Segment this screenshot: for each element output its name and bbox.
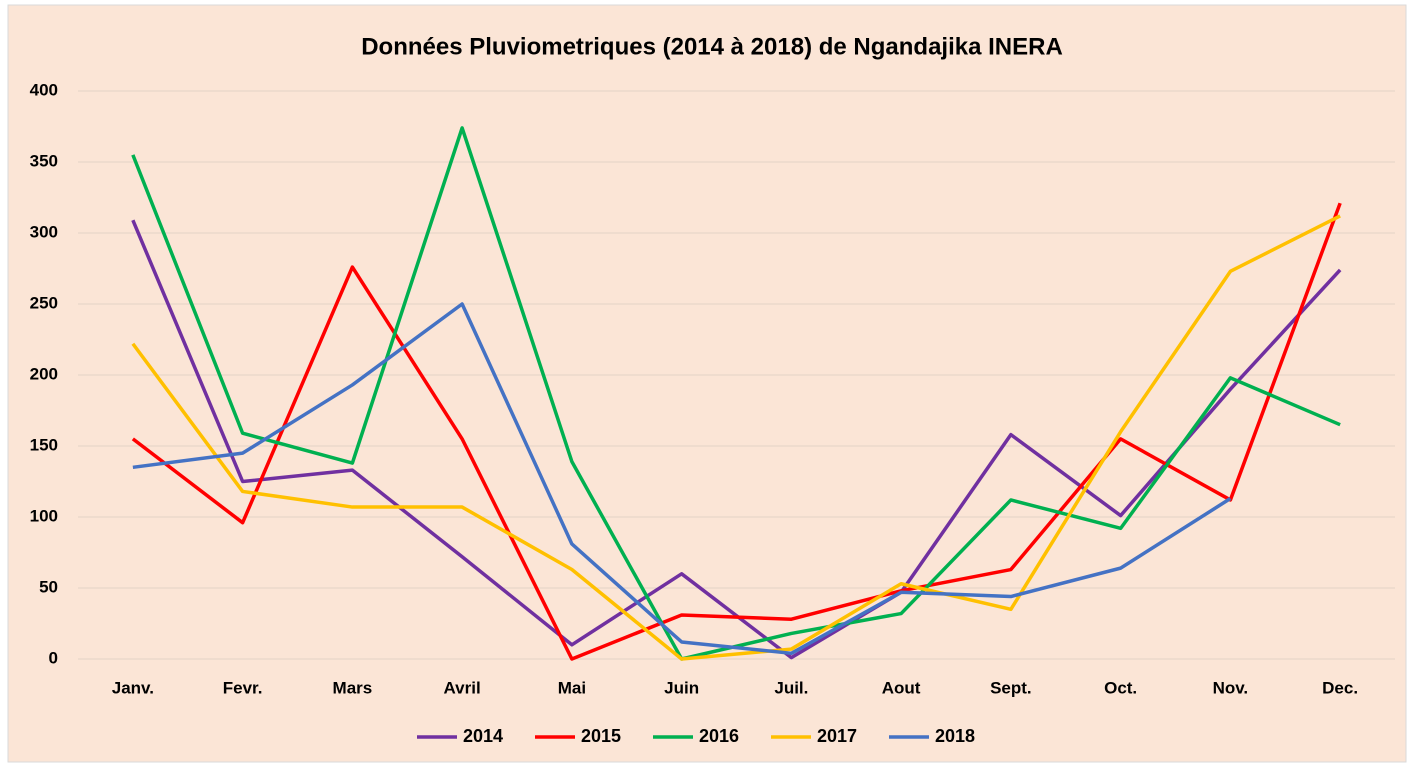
y-tick-label: 300 xyxy=(30,222,58,241)
series-line xyxy=(132,302,1232,656)
x-tick-label: Janv. xyxy=(112,678,154,697)
x-tick-label: Juil. xyxy=(774,678,808,697)
x-tick-label: Mai xyxy=(558,678,586,697)
legend-label: 2018 xyxy=(935,726,975,746)
x-tick-label: Avril xyxy=(444,678,481,697)
x-tick-label: Mars xyxy=(333,678,373,697)
legend-label: 2015 xyxy=(581,726,621,746)
x-tick-label: Sept. xyxy=(990,678,1032,697)
y-tick-label: 0 xyxy=(49,648,58,667)
x-tick-label: Juin xyxy=(664,678,699,697)
y-tick-label: 250 xyxy=(30,293,58,312)
chart-background xyxy=(7,4,1407,763)
x-tick-label: Dec. xyxy=(1322,678,1358,697)
x-tick-label: Fevr. xyxy=(223,678,263,697)
legend-label: 2017 xyxy=(817,726,857,746)
y-tick-label: 200 xyxy=(30,364,58,383)
x-tick-label: Aout xyxy=(882,678,921,697)
x-tick-label: Nov. xyxy=(1213,678,1249,697)
legend-label: 2016 xyxy=(699,726,739,746)
legend-label: 2014 xyxy=(463,726,503,746)
y-tick-label: 50 xyxy=(39,577,58,596)
series-line xyxy=(131,202,1342,661)
chart-title: Données Pluviometriques (2014 à 2018) de… xyxy=(361,33,1063,60)
y-tick-label: 100 xyxy=(30,506,58,525)
x-tick-label: Oct. xyxy=(1104,678,1137,697)
y-tick-label: 350 xyxy=(30,151,58,170)
y-tick-label: 400 xyxy=(30,80,58,99)
y-tick-label: 150 xyxy=(30,435,58,454)
series-line xyxy=(131,214,1341,661)
